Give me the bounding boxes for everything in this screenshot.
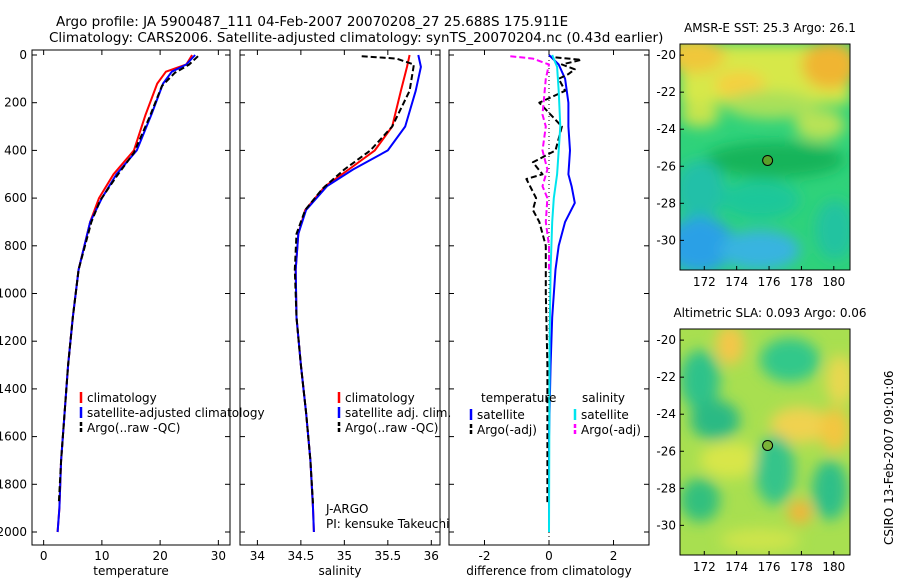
sst-map-ticks: 172 174 176 178 180 -20 -22 -24 -26 -28 -30: [656, 48, 845, 289]
legend-label: satellite: [581, 408, 629, 422]
legend-label: satellite-adjusted climatology: [87, 406, 265, 420]
latitude-label: -28: [656, 196, 676, 210]
legend-label: satellite adj. clim.: [345, 406, 451, 420]
latitude-label: -22: [656, 85, 676, 99]
longitude-label: 172: [693, 560, 716, 574]
x-tick-label: 36: [424, 549, 439, 563]
argo-location-marker: [762, 154, 774, 166]
depth-tick-label: 800: [4, 239, 27, 253]
salinity-ticks: 34 34.5 35 35.5 36: [240, 50, 440, 563]
sla-map-title: Altimetric SLA: 0.093 Argo: 0.06: [673, 306, 866, 320]
series-line-satellite-adjusted-climatology: [56, 54, 196, 533]
sla-map-panel: Altimetric SLA: 0.093 Argo: 0.06 172 174 1…: [656, 306, 866, 574]
latitude-label: -24: [656, 122, 676, 136]
sst-map-title: AMSR-E SST: 25.3 Argo: 26.1: [684, 21, 856, 35]
pi-annotation: PI: kensuke Takeuchi: [326, 517, 449, 531]
longitude-label: 174: [725, 560, 748, 574]
credit-timestamp: CSIRO 13-Feb-2007 09:01:06: [882, 370, 896, 545]
latitude-label: -30: [656, 233, 676, 247]
depth-tick-label: 1800: [0, 477, 27, 491]
series-line-climatology: [56, 54, 193, 533]
depth-tick-label: 400: [4, 143, 27, 157]
x-tick-label: 35: [337, 549, 352, 563]
legend-label: satellite: [477, 408, 525, 422]
x-tick-label: 20: [152, 549, 167, 563]
x-tick-label: 35.5: [374, 549, 401, 563]
series-line-salinity-satellite: [548, 54, 562, 533]
difference-legend: temperaturesatelliteArgo(-adj)salinitysa…: [469, 391, 641, 437]
salinity-axes-box: [239, 49, 441, 546]
figure-title-line1: Argo profile: JA 5900487_111 04-Feb-2007…: [56, 14, 568, 30]
latitude-label: -24: [656, 407, 676, 421]
x-tick-label: 2: [610, 549, 618, 563]
series-line-argo-raw-qc-: [293, 55, 415, 504]
temperature-axes-box: [31, 49, 231, 546]
depth-tick-label: 1400: [0, 382, 27, 396]
longitude-label: 180: [822, 560, 845, 574]
x-tick-label: 0: [40, 549, 48, 563]
legend-label: climatology: [345, 391, 415, 405]
temperature-profile-panel: 0 10 20 30 0 200 400 600 800 1000 1200 1400 1600 1800…: [0, 48, 265, 578]
figure-title-line2: Climatology: CARS2006. Satellite-adjuste…: [49, 30, 663, 46]
depth-tick-label: 2000: [0, 525, 27, 539]
latitude-label: -30: [656, 518, 676, 532]
depth-tick-label: 1200: [0, 334, 27, 348]
series-line-argo-raw-qc-: [57, 55, 199, 504]
latitude-label: -20: [656, 333, 676, 347]
legend-label: Argo(..raw -QC): [345, 421, 438, 435]
sla-field: [680, 329, 850, 555]
depth-tick-label: 0: [19, 48, 27, 62]
depth-tick-label: 1000: [0, 287, 27, 301]
legend-label: Argo(-adj): [477, 423, 537, 437]
argo-location-marker-sla: [762, 439, 774, 451]
legend-label: Argo(-adj): [581, 423, 641, 437]
temperature-series: [56, 54, 199, 533]
sla-map-ticks: 172 174 176 178 180 -20 -22 -24 -26 -28 -30: [656, 333, 845, 574]
longitude-label: 176: [758, 560, 781, 574]
series-line-temperature-argo-adj-: [525, 56, 583, 504]
difference-ticks: -2 0 2: [449, 50, 649, 563]
depth-tick-label: 200: [4, 96, 27, 110]
legend-label: climatology: [87, 391, 157, 405]
x-tick-label: 34: [250, 549, 265, 563]
depth-tick-label: 600: [4, 191, 27, 205]
x-tick-label: 34.5: [288, 549, 315, 563]
series-line-temperature-satellite: [548, 54, 576, 532]
temperature-ticks: 0 10 20 30 0 200 400 600 800 1000 1200 1400 1600 1800…: [0, 48, 230, 563]
longitude-label: 172: [693, 275, 716, 289]
series-line-satellite-adj-clim-: [294, 54, 422, 533]
longitude-label: 178: [790, 560, 813, 574]
x-tick-label: 10: [94, 549, 109, 563]
longitude-label: 178: [790, 275, 813, 289]
longitude-label: 180: [822, 275, 845, 289]
legend-group-title: salinity: [582, 391, 625, 405]
latitude-label: -26: [656, 444, 676, 458]
float-owner-annotation: J-ARGO: [325, 502, 368, 516]
longitude-label: 174: [725, 275, 748, 289]
x-tick-label: 30: [211, 549, 226, 563]
legend-label: Argo(..raw -QC): [87, 421, 180, 435]
difference-series: [510, 54, 583, 533]
x-tick-label: 0: [545, 549, 553, 563]
difference-profile-panel: -2 0 2 temperaturesatelliteArgo(-adj)salin…: [448, 49, 650, 578]
temperature-xlabel: temperature: [93, 564, 168, 578]
legend-group-title: temperature: [481, 391, 556, 405]
longitude-label: 176: [758, 275, 781, 289]
latitude-label: -22: [656, 370, 676, 384]
depth-tick-label: 1600: [0, 430, 27, 444]
sst-field: [680, 44, 850, 270]
series-line-salinity-argo-adj-: [510, 55, 550, 270]
x-tick-label: -2: [478, 549, 490, 563]
latitude-label: -28: [656, 481, 676, 495]
sst-map-panel: AMSR-E SST: 25.3 Argo: 26.1 172 174 176 178…: [656, 21, 856, 289]
difference-xlabel: difference from climatology: [466, 564, 632, 578]
latitude-label: -20: [656, 48, 676, 62]
salinity-series: [293, 54, 422, 533]
salinity-xlabel: salinity: [318, 564, 361, 578]
latitude-label: -26: [656, 159, 676, 173]
